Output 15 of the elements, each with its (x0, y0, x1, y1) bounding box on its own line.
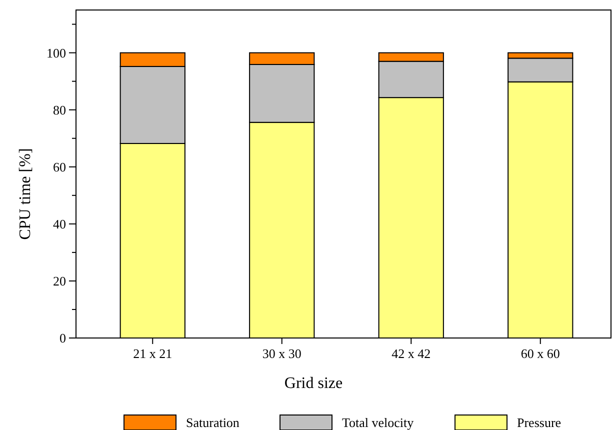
legend-label: Pressure (517, 415, 562, 430)
y-tick-label: 100 (46, 45, 66, 60)
x-tick-label: 21 x 21 (133, 346, 172, 361)
y-tick-label: 0 (60, 330, 66, 346)
y-axis-title: CPU time [%] (17, 148, 34, 240)
legend-label: Saturation (186, 415, 240, 430)
y-tick-label: 40 (53, 216, 66, 232)
x-axis-title: Grid size (284, 375, 343, 392)
x-tick-label: 42 x 42 (392, 346, 431, 361)
x-tick-label: 60 x 60 (520, 346, 560, 361)
legend-label: Total velocity (342, 415, 414, 430)
y-tick-label: 20 (53, 274, 66, 289)
x-tick-label: 30 x 30 (262, 346, 302, 361)
y-tick-label: 80 (53, 102, 66, 118)
y-tick-label: 60 (53, 159, 66, 174)
